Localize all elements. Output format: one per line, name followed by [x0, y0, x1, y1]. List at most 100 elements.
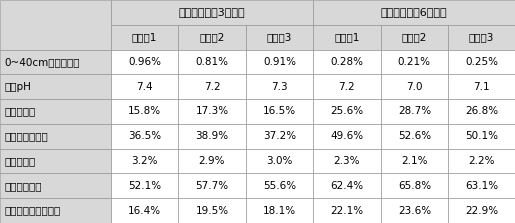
Bar [246, 149, 313, 173]
Bar [0, 198, 111, 223]
Bar [313, 173, 381, 198]
Text: 28.7%: 28.7% [398, 107, 431, 116]
Bar [0, 0, 111, 50]
Text: 17.3%: 17.3% [195, 107, 229, 116]
Bar [313, 124, 381, 149]
Text: 实施例3: 实施例3 [469, 32, 494, 42]
Bar [381, 198, 448, 223]
Text: 36.5%: 36.5% [128, 131, 161, 141]
Text: 18.1%: 18.1% [263, 206, 296, 216]
Text: 37.2%: 37.2% [263, 131, 296, 141]
Text: 2.3%: 2.3% [334, 156, 360, 166]
Bar [111, 173, 178, 198]
Text: 实施例1: 实施例1 [132, 32, 157, 42]
Text: 0~40cm土层含盐量: 0~40cm土层含盐量 [4, 57, 80, 67]
Text: 55.6%: 55.6% [263, 181, 296, 191]
Text: 0.91%: 0.91% [263, 57, 296, 67]
Bar [448, 74, 515, 99]
Bar [313, 198, 381, 223]
Bar [246, 25, 313, 50]
Text: 土壤碱化度: 土壤碱化度 [4, 156, 36, 166]
Bar [0, 149, 111, 173]
Text: 3.2%: 3.2% [131, 156, 158, 166]
Text: 15.8%: 15.8% [128, 107, 161, 116]
Text: 湖北麦冬种植6个月后: 湖北麦冬种植6个月后 [381, 7, 448, 17]
Bar [111, 25, 178, 50]
Bar [178, 25, 246, 50]
Text: 52.6%: 52.6% [398, 131, 431, 141]
Text: 土壤的持水孔隙: 土壤的持水孔隙 [4, 131, 48, 141]
Bar [381, 173, 448, 198]
Bar [178, 50, 246, 74]
Text: 实施例1: 实施例1 [334, 32, 359, 42]
Bar [178, 99, 246, 124]
Text: 0.25%: 0.25% [465, 57, 498, 67]
Text: 38.9%: 38.9% [195, 131, 229, 141]
Text: 实施例3: 实施例3 [267, 32, 292, 42]
Text: 7.4: 7.4 [136, 82, 153, 92]
Bar [313, 25, 381, 50]
Text: 2.9%: 2.9% [199, 156, 225, 166]
Text: 0.81%: 0.81% [195, 57, 229, 67]
Bar [381, 99, 448, 124]
Bar [0, 124, 111, 149]
Bar [448, 124, 515, 149]
Text: 16.5%: 16.5% [263, 107, 296, 116]
Text: 3.0%: 3.0% [266, 156, 293, 166]
Bar [448, 50, 515, 74]
Bar [246, 50, 313, 74]
Text: 0.21%: 0.21% [398, 57, 431, 67]
Text: 25.6%: 25.6% [330, 107, 364, 116]
Bar [448, 149, 515, 173]
Bar [111, 74, 178, 99]
Bar [381, 25, 448, 50]
Bar [111, 0, 313, 25]
Text: 土壤的总通气孔隙度: 土壤的总通气孔隙度 [4, 206, 60, 216]
Bar [178, 149, 246, 173]
Bar [313, 74, 381, 99]
Bar [0, 50, 111, 74]
Text: 湖北麦冬种植3个月后: 湖北麦冬种植3个月后 [179, 7, 245, 17]
Bar [246, 99, 313, 124]
Text: 63.1%: 63.1% [465, 181, 498, 191]
Bar [178, 198, 246, 223]
Bar [313, 50, 381, 74]
Bar [313, 149, 381, 173]
Text: 16.4%: 16.4% [128, 206, 161, 216]
Bar [381, 50, 448, 74]
Bar [178, 124, 246, 149]
Bar [246, 198, 313, 223]
Text: 土壤含水率: 土壤含水率 [4, 107, 36, 116]
Bar [246, 74, 313, 99]
Text: 7.2: 7.2 [338, 82, 355, 92]
Text: 19.5%: 19.5% [195, 206, 229, 216]
Bar [381, 124, 448, 149]
Text: 52.1%: 52.1% [128, 181, 161, 191]
Text: 2.1%: 2.1% [401, 156, 427, 166]
Bar [448, 99, 515, 124]
Bar [448, 198, 515, 223]
Bar [0, 173, 111, 198]
Text: 实施例2: 实施例2 [199, 32, 225, 42]
Text: 土壤pH: 土壤pH [4, 82, 31, 92]
Bar [0, 99, 111, 124]
Bar [111, 198, 178, 223]
Bar [178, 74, 246, 99]
Text: 2.2%: 2.2% [468, 156, 495, 166]
Text: 23.6%: 23.6% [398, 206, 431, 216]
Text: 实施例2: 实施例2 [402, 32, 427, 42]
Text: 26.8%: 26.8% [465, 107, 498, 116]
Text: 50.1%: 50.1% [465, 131, 498, 141]
Text: 0.96%: 0.96% [128, 57, 161, 67]
Bar [0, 74, 111, 99]
Text: 57.7%: 57.7% [195, 181, 229, 191]
Text: 7.2: 7.2 [203, 82, 220, 92]
Text: 62.4%: 62.4% [330, 181, 364, 191]
Text: 22.1%: 22.1% [330, 206, 364, 216]
Text: 7.0: 7.0 [406, 82, 423, 92]
Bar [111, 149, 178, 173]
Bar [111, 99, 178, 124]
Text: 22.9%: 22.9% [465, 206, 498, 216]
Text: 土壤保水能力: 土壤保水能力 [4, 181, 42, 191]
Bar [111, 50, 178, 74]
